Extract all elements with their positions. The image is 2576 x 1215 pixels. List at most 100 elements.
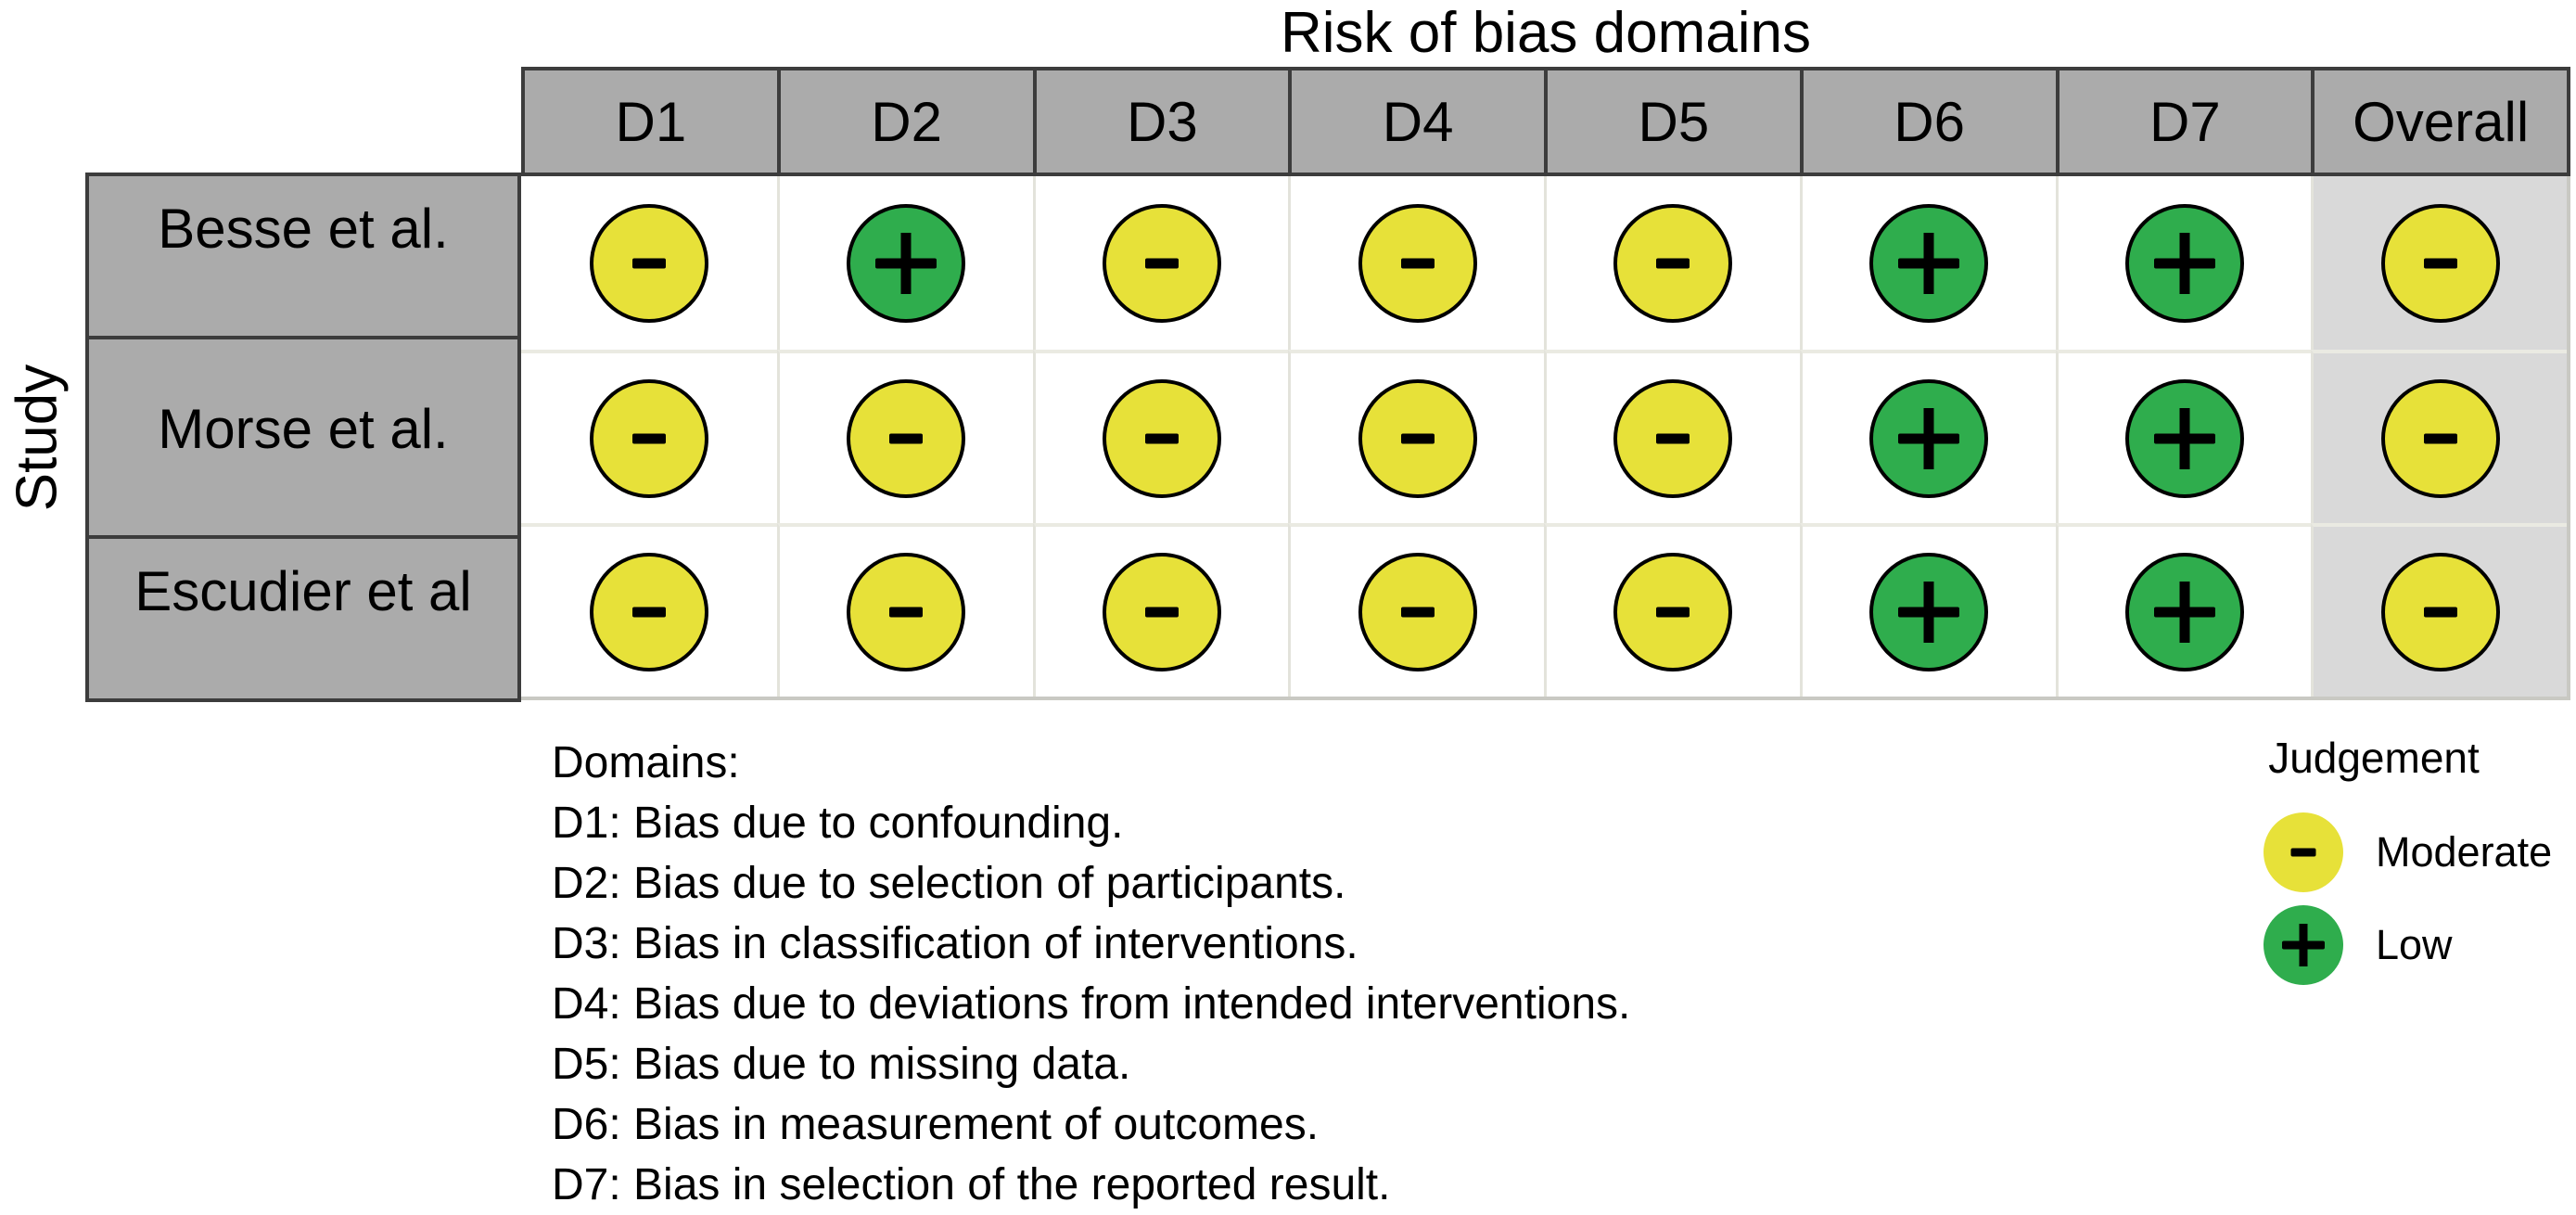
minus-icon <box>631 258 666 268</box>
judgement-circle-moderate <box>1358 203 1477 323</box>
minus-icon <box>1400 607 1435 617</box>
judgement-circle-moderate <box>847 378 966 498</box>
minus-icon <box>1656 258 1690 268</box>
plus-icon-vertical <box>900 232 912 294</box>
minus-icon <box>2290 848 2316 857</box>
judgement-circle-low <box>1869 203 1989 323</box>
grid-cell <box>1544 523 1800 697</box>
legend-label: Moderate <box>2376 828 2553 876</box>
judgement-circle-moderate <box>1613 203 1733 323</box>
judgement-circle-moderate <box>1102 203 1221 323</box>
y-axis-label: Study <box>5 364 70 512</box>
plus-icon-vertical <box>2299 924 2308 966</box>
legend-label: Low <box>2376 921 2453 968</box>
minus-icon <box>631 433 666 443</box>
column-header-d3: D3 <box>1032 70 1289 173</box>
grid-cell <box>1032 523 1289 697</box>
judgement-circle-moderate <box>1613 552 1733 671</box>
judgement-grid <box>521 176 2570 700</box>
grid-cell <box>1032 350 1289 523</box>
grid-cell <box>776 350 1033 523</box>
study-label: Besse et al. <box>158 198 449 260</box>
figure-title: Risk of bias domains <box>1280 1 1812 65</box>
minus-icon <box>1144 258 1179 268</box>
domain-lines: D1: Bias due to confounding. D2: Bias due… <box>552 793 1630 1215</box>
judgement-circle-moderate <box>2380 552 2500 671</box>
domains-note: Domains: D1: Bias due to confounding. D2:… <box>552 733 1630 1215</box>
legend-title: Judgement <box>2268 734 2480 782</box>
judgement-circle-moderate <box>1102 552 1221 671</box>
minus-icon <box>2423 258 2457 268</box>
column-header-d5: D5 <box>1544 70 1800 173</box>
domain-line: D3: Bias in classification of interventi… <box>552 919 1358 968</box>
minus-icon <box>889 607 924 617</box>
plus-icon-vertical <box>1923 581 1934 643</box>
column-header-d2: D2 <box>776 70 1033 173</box>
plus-icon-vertical <box>2179 407 2190 469</box>
minus-icon <box>1400 258 1435 268</box>
judgement-circle-moderate <box>589 203 708 323</box>
domains-heading: Domains: <box>552 738 740 787</box>
legend-swatch-low <box>2264 905 2343 985</box>
judgement-circle-low <box>2124 203 2244 323</box>
domain-line: D7: Bias in selection of the reported re… <box>552 1160 1391 1209</box>
judgement-circle-moderate <box>1102 378 1221 498</box>
judgement-circle-moderate <box>847 552 966 671</box>
domain-line: D1: Bias due to confounding. <box>552 799 1124 848</box>
grid-cell <box>1799 176 2056 350</box>
minus-icon <box>2423 433 2457 443</box>
judgement-circle-moderate <box>1613 378 1733 498</box>
column-header-d1: D1 <box>615 90 687 153</box>
judgement-circle-low <box>2124 378 2244 498</box>
grid-cell <box>2055 176 2312 350</box>
grid-cell <box>1799 523 2056 697</box>
judgement-circle-low <box>1869 552 1989 671</box>
domain-line: D5: Bias due to missing data. <box>552 1040 1131 1089</box>
minus-icon <box>631 607 666 617</box>
grid-cell <box>2311 523 2567 697</box>
legend-swatch-moderate <box>2264 812 2343 892</box>
column-header-d6: D6 <box>1799 70 2056 173</box>
grid-cell <box>1544 350 1800 523</box>
grid-cell <box>2311 176 2567 350</box>
column-header-d4: D4 <box>1288 70 1544 173</box>
grid-cell <box>2055 350 2312 523</box>
judgement-circle-moderate <box>1358 378 1477 498</box>
judgement-circle-low <box>2124 552 2244 671</box>
plus-icon-vertical <box>1923 232 1934 294</box>
column-header-row: D1 D2 D3 D4 D5 D6 D7 Overall <box>521 67 2570 176</box>
grid-cell <box>1544 176 1800 350</box>
domain-line: D2: Bias due to selection of participant… <box>552 859 1346 908</box>
grid-cell <box>1032 176 1289 350</box>
legend: Moderate Low <box>2264 806 2552 991</box>
judgement-circle-moderate <box>2380 203 2500 323</box>
grid-cell <box>1288 350 1544 523</box>
grid-cell <box>1288 176 1544 350</box>
legend-item: Moderate <box>2264 806 2552 899</box>
minus-icon <box>1144 433 1179 443</box>
plus-icon-vertical <box>2179 581 2190 643</box>
domain-line: D6: Bias in measurement of outcomes. <box>552 1100 1320 1149</box>
column-header-overall: Overall <box>2311 70 2567 173</box>
grid-cell <box>776 523 1033 697</box>
judgement-circle-moderate <box>589 552 708 671</box>
column-header-d7: D7 <box>2055 70 2312 173</box>
study-label: Escudier et al <box>89 535 517 698</box>
grid-cell <box>776 176 1033 350</box>
minus-icon <box>1656 607 1690 617</box>
minus-icon <box>889 433 924 443</box>
judgement-circle-low <box>1869 378 1989 498</box>
plus-icon-vertical <box>2179 232 2190 294</box>
grid-cell <box>521 523 777 697</box>
judgement-circle-moderate <box>1358 552 1477 671</box>
grid-cell <box>2311 350 2567 523</box>
judgement-circle-low <box>847 203 966 323</box>
grid-cell <box>521 176 777 350</box>
minus-icon <box>1400 433 1435 443</box>
study-label: Morse et al. <box>89 335 517 536</box>
minus-icon <box>1144 607 1179 617</box>
grid-cell <box>1799 350 2056 523</box>
grid-cell <box>2055 523 2312 697</box>
domain-line: D4: Bias due to deviations from intended… <box>552 979 1631 1029</box>
